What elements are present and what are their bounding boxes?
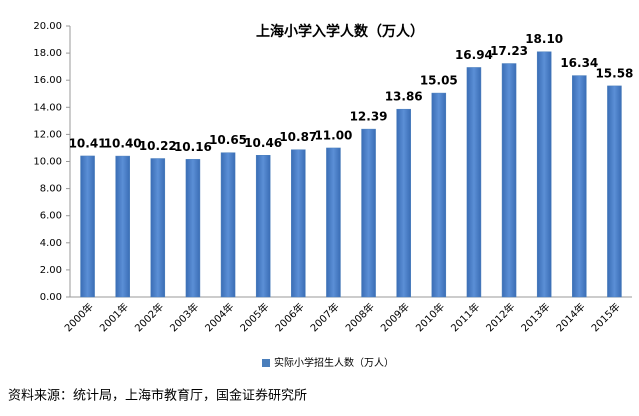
y-tick-label: 12.00 [33, 129, 62, 140]
x-tick-label: 2009年 [378, 300, 412, 334]
value-label: 10.46 [244, 136, 282, 150]
y-tick-label: 14.00 [33, 102, 62, 113]
value-label: 10.87 [279, 130, 317, 144]
value-label: 16.94 [455, 48, 493, 62]
x-tick-label: 2002年 [132, 300, 166, 334]
bar [220, 152, 236, 298]
bar [115, 155, 130, 298]
value-label: 16.34 [560, 56, 598, 70]
y-tick-label: 0.00 [40, 292, 62, 303]
bar [607, 85, 622, 298]
chart-title: 上海小学入学人数（万人） [256, 23, 424, 40]
x-tick-label: 2005年 [237, 300, 271, 334]
value-label: 18.10 [525, 32, 563, 46]
y-tick-label: 4.00 [40, 238, 62, 249]
x-tick-label: 2007年 [307, 300, 341, 334]
legend-swatch [262, 359, 270, 367]
y-tick-label: 6.00 [40, 211, 62, 222]
y-tick-label: 16.00 [33, 75, 62, 86]
y-tick-label: 8.00 [40, 184, 62, 195]
value-label: 10.41 [69, 136, 107, 150]
bar [536, 51, 552, 298]
bar [326, 147, 341, 298]
bar [431, 92, 447, 298]
legend-label: 实际小学招生人数（万人） [274, 356, 394, 369]
x-tick-label: 2000年 [62, 300, 96, 334]
value-label: 10.65 [209, 133, 247, 147]
x-tick-label: 2015年 [588, 300, 622, 334]
x-tick-label: 2003年 [167, 300, 201, 334]
x-tick-label: 2006年 [272, 300, 306, 334]
bar [466, 67, 482, 298]
bar [150, 158, 166, 298]
value-label: 17.23 [490, 44, 528, 58]
bar [572, 75, 587, 298]
source: 资料来源：统计局，上海市教育厅，国金证券研究所 [8, 388, 307, 404]
x-tick-label: 2008年 [343, 300, 377, 334]
value-label: 10.22 [139, 139, 177, 153]
y-tick-label: 18.00 [33, 48, 62, 59]
bar [501, 63, 517, 298]
value-label: 11.00 [314, 128, 352, 142]
bar [396, 108, 411, 298]
x-tick-label: 2011年 [448, 300, 482, 334]
value-label: 15.05 [420, 74, 458, 88]
value-label: 10.16 [174, 140, 212, 154]
bar [361, 128, 376, 298]
x-tick-label: 2001年 [97, 300, 131, 334]
value-label: 12.39 [350, 110, 388, 124]
bar [80, 155, 95, 298]
x-tick-label: 2013年 [518, 300, 552, 334]
y-tick-label: 10.00 [33, 157, 62, 168]
value-label: 10.40 [104, 137, 142, 151]
bar [255, 155, 271, 298]
y-tick-label: 2.00 [40, 265, 62, 276]
y-tick-label: 20.00 [33, 21, 62, 32]
value-label: 15.58 [595, 66, 633, 80]
x-tick-label: 2010年 [413, 300, 447, 334]
x-tick-label: 2004年 [202, 300, 236, 334]
x-tick-label: 2014年 [553, 300, 587, 334]
bar [185, 159, 201, 298]
x-tick-label: 2012年 [483, 300, 517, 334]
value-label: 13.86 [385, 90, 423, 104]
bar [291, 149, 306, 298]
